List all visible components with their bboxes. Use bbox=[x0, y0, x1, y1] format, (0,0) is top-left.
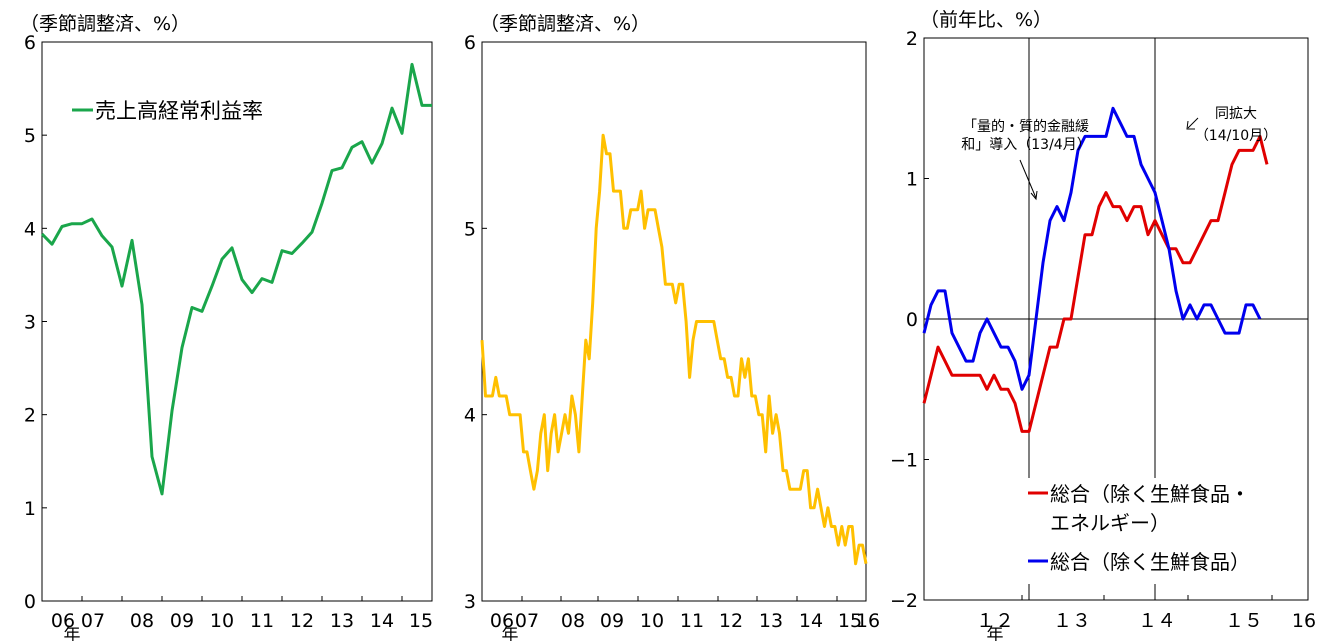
x-tick-label: 11 bbox=[250, 610, 274, 632]
x-tick-label: 09 bbox=[600, 610, 624, 632]
panel-1-year-marker: 年 bbox=[64, 625, 81, 641]
x-tick-label: 08 bbox=[130, 610, 154, 632]
panel-1-plot-frame bbox=[41, 41, 433, 602]
x-tick-label: 07 bbox=[81, 610, 105, 632]
annotation-qqe-arrow bbox=[1019, 159, 1037, 199]
annotation-expansion-arrowhead bbox=[1186, 120, 1195, 130]
x-tick-label: 16 bbox=[856, 610, 880, 632]
panel-3-unit-label: （前年比、%） bbox=[920, 9, 1052, 31]
y-tick-label: −1 bbox=[890, 450, 918, 472]
y-tick-label: 3 bbox=[464, 591, 476, 613]
x-tick-label: 14 bbox=[370, 610, 394, 632]
x-tick-label: 15 bbox=[409, 610, 433, 632]
y-tick-label: 2 bbox=[24, 405, 36, 427]
annotation-qqe-expansion: 同拡大 （14/10月） bbox=[1186, 106, 1277, 144]
y-tick-label: 6 bbox=[464, 32, 476, 54]
panel-3-legend-bg bbox=[1022, 478, 1292, 584]
panel-2-year-marker: 年 bbox=[502, 625, 519, 641]
x-tick-label: 12 bbox=[719, 610, 743, 632]
y-tick-label: 1 bbox=[24, 498, 36, 520]
x-tick-label: 12 bbox=[290, 610, 314, 632]
x-tick-label: 08 bbox=[561, 610, 585, 632]
x-tick-label: 09 bbox=[170, 610, 194, 632]
x-tick-label: 13 bbox=[759, 610, 783, 632]
panel-3-legend-label-core: 総合（除く生鮮食品） bbox=[1050, 550, 1250, 574]
y-tick-label: 5 bbox=[464, 218, 476, 240]
x-tick-label: １４ bbox=[1138, 610, 1176, 632]
panel-2-unit-label: （季節調整済、%） bbox=[480, 13, 650, 35]
y-tick-label: −2 bbox=[890, 590, 918, 612]
y-tick-label: 5 bbox=[24, 125, 36, 147]
annotation-expansion-line-2: （14/10月） bbox=[1195, 128, 1277, 144]
panel-3-legend-label-core-core-1: 総合（除く生鮮食品・ bbox=[1050, 482, 1250, 506]
x-tick-label: 14 bbox=[799, 610, 823, 632]
x-tick-label: １５ bbox=[1225, 610, 1263, 632]
annotation-expansion-line-1: 同拡大 bbox=[1215, 106, 1257, 122]
x-tick-label: 13 bbox=[330, 610, 354, 632]
y-tick-label: 3 bbox=[24, 312, 36, 334]
x-tick-label: 16 bbox=[1292, 610, 1316, 632]
y-tick-label: 1 bbox=[906, 169, 918, 191]
annotation-expansion-arrow bbox=[1187, 117, 1199, 129]
annotation-qqe-line-2: 和」導入（13/4月） bbox=[961, 137, 1090, 153]
panel-3-legend-label-core-core-2: エネルギー） bbox=[1050, 511, 1170, 535]
annotation-qqe-arrowhead bbox=[1030, 190, 1038, 201]
panel-1-unit-label: （季節調整済、%） bbox=[20, 13, 190, 35]
annotation-qqe-line-1: 「量的・質的金融緩 bbox=[963, 119, 1089, 135]
series-line-1 bbox=[40, 62, 432, 496]
x-tick-label: 06 bbox=[51, 610, 75, 632]
x-tick-label: １３ bbox=[1053, 610, 1091, 632]
x-tick-label: 06 bbox=[490, 610, 514, 632]
panel-3: （前年比、%） −2 −1 0 1 2 １２ １３ １４ １５ 16 年 「量的・質的金融緩 和… bbox=[890, 9, 1316, 641]
panel-3-year-marker: 年 bbox=[987, 625, 1004, 641]
y-tick-label: 4 bbox=[464, 405, 476, 427]
annotation-qqe-introduction: 「量的・質的金融緩 和」導入（13/4月） bbox=[961, 119, 1091, 201]
x-tick-label: １２ bbox=[976, 610, 1014, 632]
y-tick-label: 0 bbox=[24, 591, 36, 613]
x-tick-label: 15 bbox=[838, 610, 862, 632]
series-line-1 bbox=[480, 133, 868, 566]
y-tick-label: 6 bbox=[24, 32, 36, 54]
y-tick-label: 0 bbox=[906, 309, 918, 331]
panel-3-legend: 総合（除く生鮮食品・ エネルギー） 総合（除く生鮮食品） bbox=[1022, 478, 1292, 584]
x-tick-label: 07 bbox=[515, 610, 539, 632]
y-tick-label: 4 bbox=[24, 218, 36, 240]
series-line-1 bbox=[922, 134, 1269, 433]
x-tick-label: 10 bbox=[640, 610, 664, 632]
y-tick-label: 2 bbox=[906, 28, 918, 50]
panel-2-plot-frame bbox=[481, 41, 867, 602]
x-tick-label: 10 bbox=[210, 610, 234, 632]
panel-1-legend-label: 売上高経常利益率 bbox=[95, 99, 263, 123]
x-tick-label: 11 bbox=[680, 610, 704, 632]
panel-1-legend: 売上高経常利益率 bbox=[72, 99, 263, 123]
series-line-2 bbox=[922, 106, 1262, 391]
